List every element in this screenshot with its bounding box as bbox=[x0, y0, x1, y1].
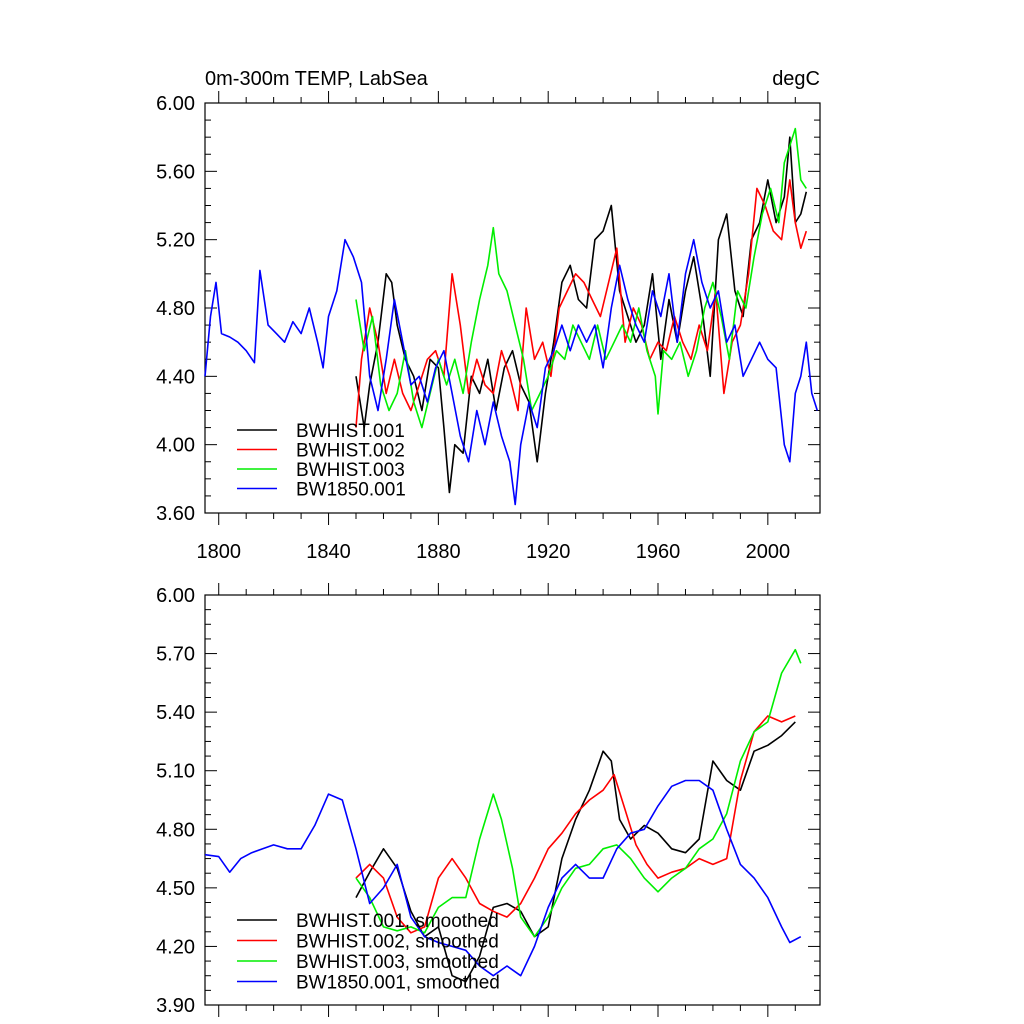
bottom-series-line-4 bbox=[204, 779, 802, 977]
y-tick-label: 6.00 bbox=[156, 585, 195, 607]
y-tick-label: 3.60 bbox=[156, 503, 195, 525]
top-series-line-2 bbox=[355, 179, 808, 428]
top-legend-label-1: BWHIST.001 bbox=[296, 421, 405, 442]
y-tick-label: 5.70 bbox=[156, 644, 195, 666]
top-legend-label-2: BWHIST.002 bbox=[296, 441, 405, 462]
y-tick-label: 3.90 bbox=[156, 995, 195, 1017]
bottom-axis-ticks: 3.90 4.20 4.50 4.80 5.10 5.40 5.70 6.00 bbox=[156, 583, 820, 1017]
top-legend-label-3: BWHIST.003 bbox=[296, 460, 405, 481]
top-legend-label-4: BW1850.001 bbox=[296, 480, 406, 501]
top-series-line-4 bbox=[204, 238, 819, 506]
y-tick-label: 4.80 bbox=[156, 298, 195, 320]
x-tick-label: 1880 bbox=[416, 541, 461, 563]
bottom-series-line-3 bbox=[355, 648, 802, 938]
x-tick-label: 1960 bbox=[636, 541, 681, 563]
y-tick-label: 4.20 bbox=[156, 936, 195, 958]
y-tick-label: 5.60 bbox=[156, 161, 195, 183]
y-tick-label: 4.00 bbox=[156, 435, 195, 457]
bottom-legend-label-2: BWHIST.002, smoothed bbox=[296, 932, 499, 953]
y-tick-label: 5.40 bbox=[156, 702, 195, 724]
x-tick-label: 1800 bbox=[196, 541, 241, 563]
bottom-series-group bbox=[204, 648, 802, 983]
top-panel-title: 0m-300m TEMP, LabSea bbox=[205, 68, 429, 90]
y-tick-label: 4.40 bbox=[156, 366, 195, 388]
top-series-group bbox=[204, 127, 819, 506]
y-tick-label: 4.50 bbox=[156, 878, 195, 900]
bottom-series-line-2 bbox=[355, 715, 796, 934]
bottom-panel: 3.90 4.20 4.50 4.80 5.10 5.40 5.70 6.00 BWHIST.… bbox=[156, 583, 821, 1017]
y-tick-label: 6.00 bbox=[156, 93, 195, 115]
y-tick-label: 4.80 bbox=[156, 819, 195, 841]
top-panel: 0m-300m TEMP, LabSea degC 3.60 4.00 4.40 4.… bbox=[156, 68, 821, 563]
bottom-legend-label-3: BWHIST.003, smoothed bbox=[296, 952, 499, 973]
bottom-series-line-1 bbox=[355, 721, 796, 983]
top-axis-ticks: 3.60 4.00 4.40 4.80 5.20 5.60 6.00 1800 1840 1880… bbox=[156, 91, 820, 563]
x-tick-label: 1840 bbox=[306, 541, 351, 563]
x-tick-label: 2000 bbox=[746, 541, 791, 563]
y-tick-label: 5.10 bbox=[156, 761, 195, 783]
top-series-line-1 bbox=[355, 136, 808, 494]
top-series-line-3 bbox=[355, 127, 807, 429]
bottom-legend-label-4: BW1850.001, smoothed bbox=[296, 973, 500, 994]
y-tick-label: 5.20 bbox=[156, 230, 195, 252]
top-panel-units: degC bbox=[772, 68, 820, 90]
x-tick-label: 1920 bbox=[526, 541, 571, 563]
bottom-legend-label-1: BWHIST.001, smoothed bbox=[296, 911, 499, 932]
